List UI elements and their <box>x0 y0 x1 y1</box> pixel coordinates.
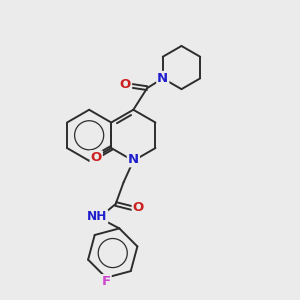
Text: O: O <box>91 152 102 164</box>
Text: O: O <box>133 201 144 214</box>
Text: O: O <box>120 78 131 91</box>
Text: N: N <box>128 153 139 166</box>
Text: F: F <box>102 275 111 288</box>
Text: NH: NH <box>87 210 107 223</box>
Text: N: N <box>157 72 168 85</box>
